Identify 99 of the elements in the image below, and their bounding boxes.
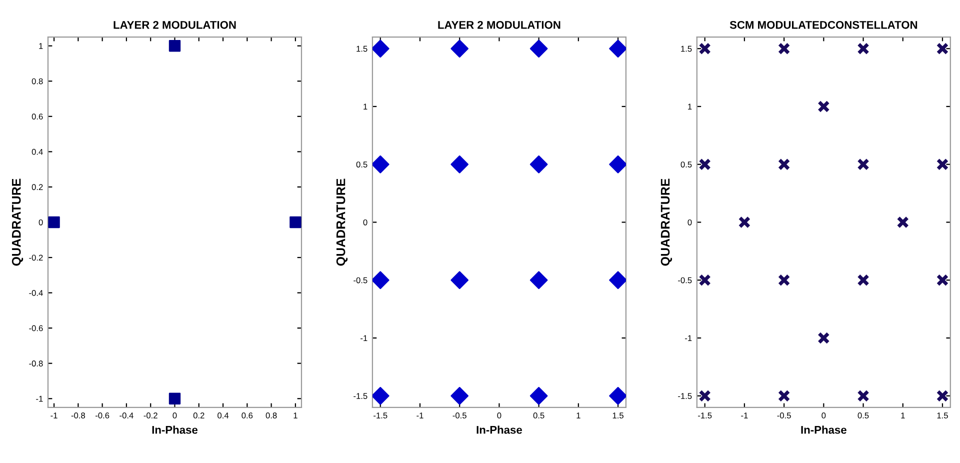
point [818,332,830,344]
point [372,386,390,405]
point [530,40,548,58]
point [936,274,949,286]
point [738,216,751,228]
x-tick-label: -0.5 [452,412,466,418]
y-tick-label: 0.8 [32,78,43,84]
point [936,158,949,170]
point [857,274,870,286]
point [698,158,711,170]
point [372,271,390,290]
point [936,390,949,402]
y-tick-label: -1 [685,335,692,342]
y-tick-label: 0.4 [32,148,43,155]
point [450,271,469,290]
point [450,386,469,405]
point [778,274,790,286]
x-axis-title: In-Phase [801,426,846,434]
y-tick-label: -0.5 [354,277,368,284]
point [609,155,626,174]
chart-title: LAYER 2 MODULATION [438,20,560,29]
x-tick-label: -1 [50,412,58,418]
x-tick-label: 0.5 [533,412,544,418]
y-tick-label: 1.5 [356,46,368,52]
x-tick-label: 1 [901,412,905,418]
y-tick-label: -1 [36,396,43,402]
point [896,216,909,228]
x-tick-label: 0.5 [858,412,869,418]
y-tick-label: 1.5 [681,46,692,52]
y-tick-label: -1.5 [354,393,368,399]
point [609,271,626,290]
y-tick-label: -0.4 [29,290,43,296]
point [450,40,469,58]
point [857,42,870,55]
x-tick-label: -0.2 [144,412,158,418]
point [818,100,830,113]
y-axis-title: QUADRATURE [660,178,672,266]
x-tick-label: -0.5 [777,412,791,418]
y-tick-label: 0.5 [356,162,368,168]
point [530,155,548,174]
y-tick-label: -0.8 [29,360,43,366]
x-tick-label: -0.6 [96,412,110,418]
x-tick-label: 0.2 [193,412,204,418]
point [609,386,626,405]
point [698,390,711,402]
x-axis-title: In-Phase [152,426,198,434]
y-axis-title: QUADRATURE [12,178,24,266]
point [372,155,390,174]
y-tick-label: 1 [364,104,368,110]
x-tick-label: 0 [172,412,177,418]
y-tick-label: 0 [363,219,368,226]
point [698,274,711,286]
y-tick-label: 0.6 [32,114,43,120]
y-tick-label: 0.2 [32,184,43,190]
point [168,392,181,404]
x-tick-label: -1 [741,412,748,418]
point [857,158,870,170]
point [450,155,469,174]
point [530,386,548,405]
y-tick-label: 1 [688,104,692,110]
point [857,390,870,402]
y-tick-label: -1.5 [678,393,692,399]
point [698,42,711,55]
chart-title: LAYER 2 MODULATION [114,20,236,29]
point [778,42,790,55]
point [372,40,390,58]
y-tick-label: 1 [39,43,43,49]
y-tick-label: -0.6 [29,325,43,332]
x-tick-label: -1 [416,412,424,418]
y-axis-title: QUADRATURE [336,178,348,266]
point [530,271,548,290]
x-axis-title: In-Phase [476,426,522,434]
x-tick-label: -0.4 [120,412,134,418]
x-tick-label: -1.5 [374,412,388,418]
y-tick-label: -0.5 [678,277,692,284]
chart-title: SCM MODULATEDCONSTELLATON [730,20,918,29]
x-tick-label: 1.5 [612,412,624,418]
x-tick-label: 1 [576,412,580,418]
point [936,42,949,55]
y-tick-label: 0.5 [680,162,692,168]
y-tick-label: 0 [38,219,43,226]
x-tick-label: 1.5 [937,412,948,418]
point [290,216,302,228]
y-tick-label: -1 [360,335,368,342]
x-tick-label: 1 [294,412,298,418]
point [168,40,181,52]
y-tick-label: 0 [688,219,692,226]
point [778,390,790,402]
point [778,158,790,170]
x-tick-label: 0 [497,412,502,418]
x-tick-label: 0.4 [218,412,229,418]
x-tick-label: -1.5 [698,412,712,418]
point [609,40,626,58]
x-tick-label: 0 [822,412,826,418]
x-tick-label: 0.6 [242,412,253,418]
x-tick-label: 0.8 [266,412,277,418]
x-tick-label: -0.8 [71,412,85,418]
point [48,216,60,228]
y-tick-label: -0.2 [29,254,43,261]
